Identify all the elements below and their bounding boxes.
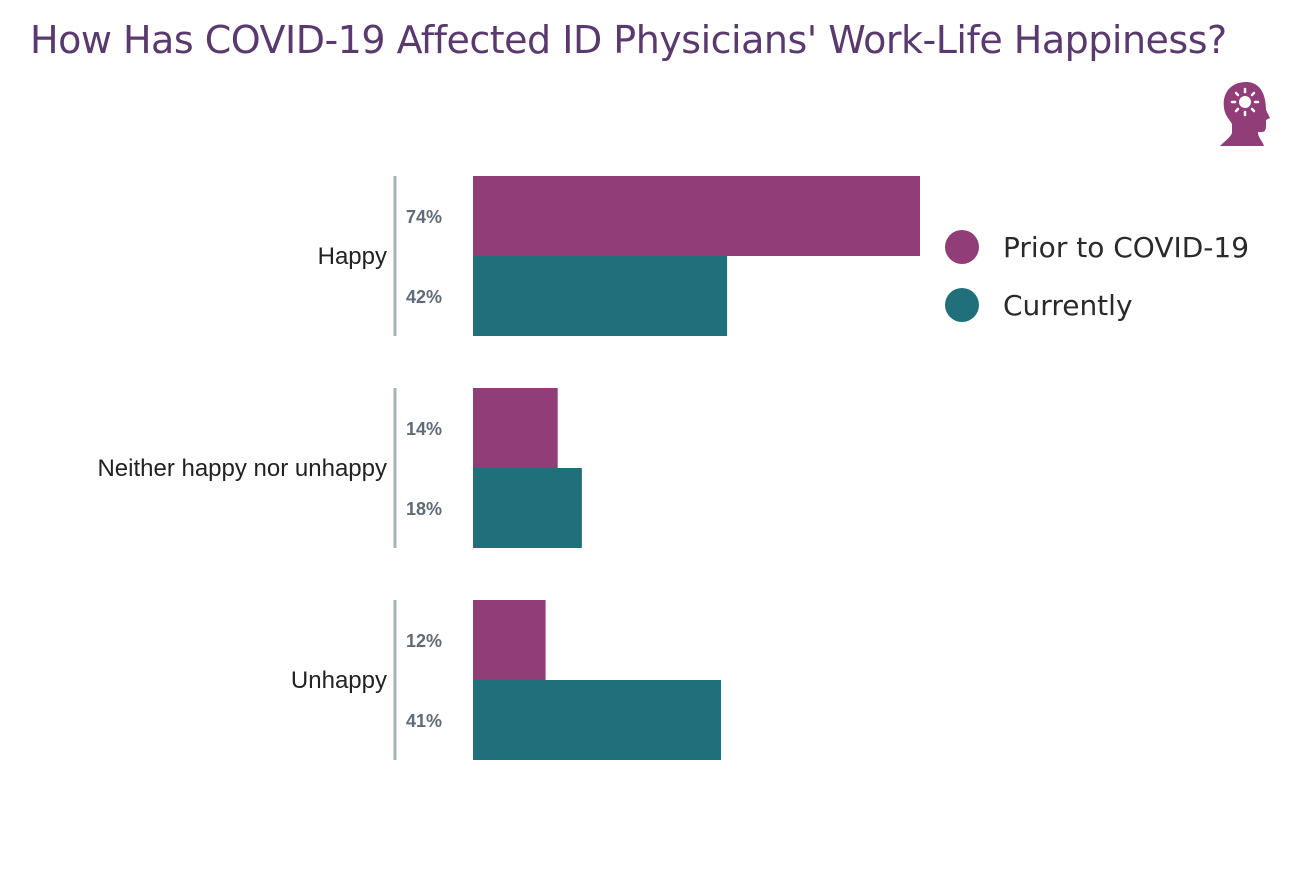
- legend-label-currently: Currently: [1003, 288, 1133, 322]
- bar-currently: [473, 680, 722, 760]
- value-label: 14%: [406, 419, 442, 439]
- value-label: 42%: [406, 287, 442, 307]
- bar-chart: Happy 74% 42% Neither happy nor unhappy 14% 1…: [97, 176, 920, 760]
- value-label: 74%: [406, 207, 442, 227]
- legend: Prior to COVID-19 Currently: [945, 218, 1249, 334]
- bar-prior: [473, 176, 920, 256]
- bar-currently: [473, 468, 582, 548]
- category-label: Happy: [318, 243, 387, 270]
- legend-swatch-prior: [945, 230, 979, 264]
- legend-item-currently: Currently: [945, 276, 1249, 334]
- bar-prior: [473, 388, 558, 468]
- value-label: 41%: [406, 711, 442, 731]
- value-label: 18%: [406, 499, 442, 519]
- bar-currently: [473, 256, 728, 336]
- head-with-sun-icon: [1220, 82, 1270, 146]
- category-label: Unhappy: [291, 667, 387, 694]
- legend-swatch-currently: [945, 288, 979, 322]
- bar-prior: [473, 600, 546, 680]
- legend-item-prior: Prior to COVID-19: [945, 218, 1249, 276]
- chart-title: How Has COVID-19 Affected ID Physicians'…: [30, 18, 1227, 62]
- legend-label-prior: Prior to COVID-19: [1003, 230, 1250, 264]
- category-label: Neither happy nor unhappy: [97, 455, 387, 482]
- value-label: 12%: [406, 631, 442, 651]
